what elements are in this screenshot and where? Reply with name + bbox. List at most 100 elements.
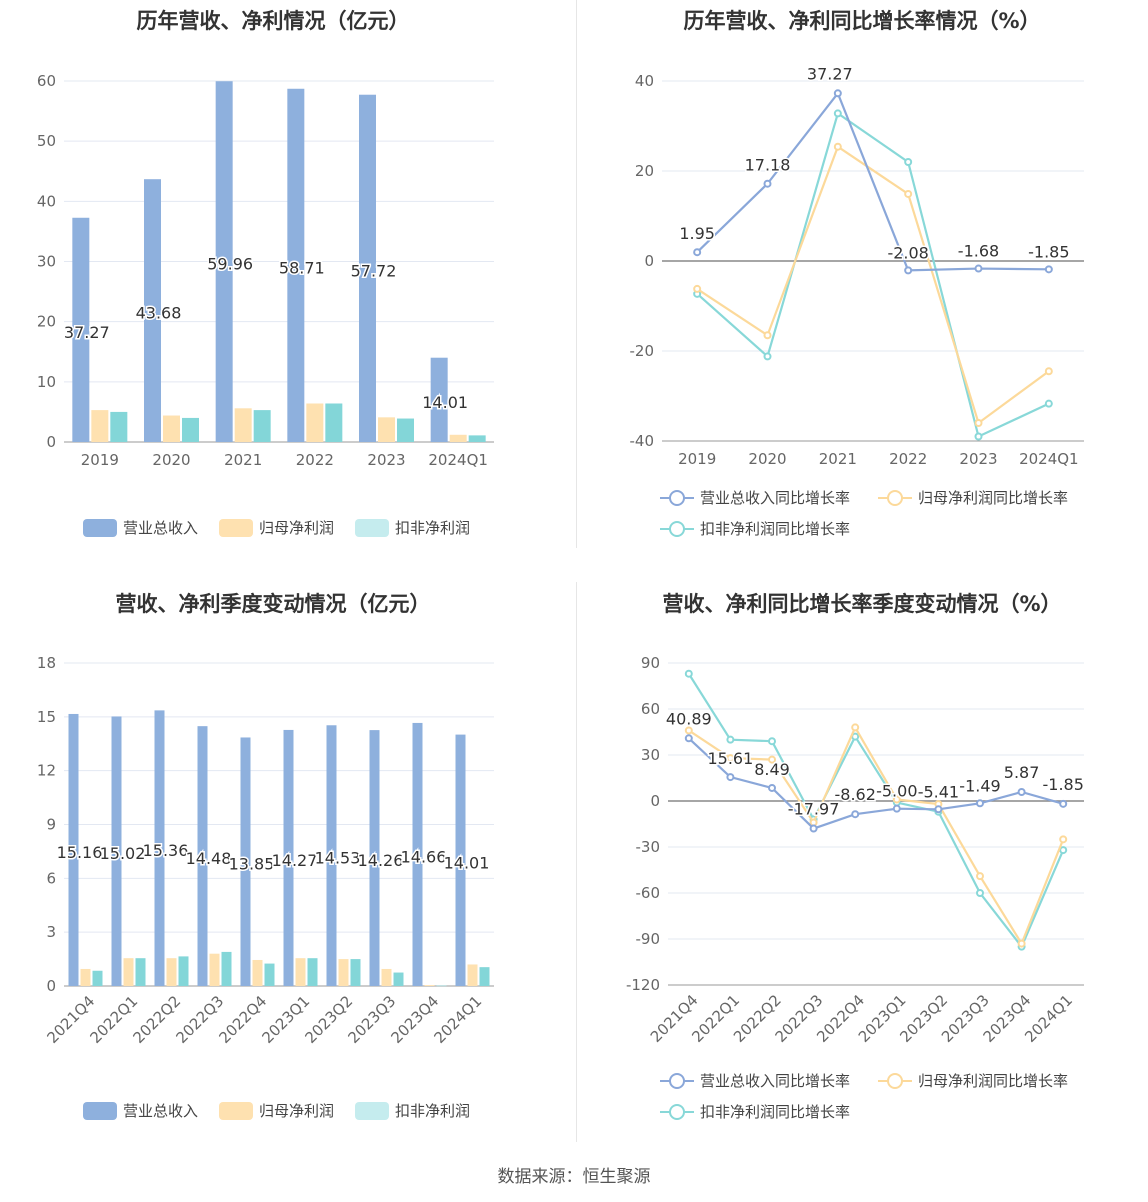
revenue-swatch [83,518,117,537]
x-tick-label: 2024Q1 [428,451,488,469]
parent-growth-point [976,872,984,881]
data-label: 15.61 [707,749,753,768]
legend-revenue[interactable]: 营业总收入 [83,517,198,538]
parent-growth-point [1044,367,1053,376]
revenue-bar [72,217,90,442]
annual-revenue-profit-chart: 0 10 20 30 40 50 60 2019 2020 2021 2022 2023 2024Q1 3… [37,72,494,469]
revenue-growth-line [696,91,1049,272]
x-tick-label: 2021 [224,451,262,469]
revenue-growth-point [892,804,901,813]
parent-growth-line [688,724,1065,947]
parent-growth-point [851,723,860,732]
legend-revenue-growth[interactable]: 营业总收入同比增长率 [660,487,850,508]
chart-title: 历年营收、净利同比增长率情况（%） [683,9,1041,33]
legend-revenue-growth[interactable]: 营业总收入同比增长率 [660,1070,850,1091]
y-tick-label: 60 [641,700,660,718]
legend-deducted-growth[interactable]: 扣非净利润同比增长率 [660,1101,850,1122]
y-tick-label: 6 [46,869,56,887]
y-tick-label: 40 [635,72,654,90]
x-tick-label: 2023 [367,451,405,469]
legend-label: 归母净利润 [259,519,335,537]
revenue-growth-point [934,805,943,814]
data-label: 14.01 [444,853,490,872]
deducted-growth-point [726,735,735,744]
legend-label: 营业总收入同比增长率 [700,1072,851,1090]
parent-growth-point [892,795,901,804]
legend-deducted-profit[interactable]: 扣非净利润 [355,517,470,538]
deducted-profit-bar [264,963,275,986]
y-tick-label: 30 [37,253,56,271]
parent-profit-bar [424,985,435,986]
parent-profit-swatch [219,518,253,537]
parent-profit-bar [449,434,467,442]
legend-label: 营业总收入 [123,519,199,537]
legend-parent-profit[interactable]: 归母净利润 [219,517,334,538]
y-tick-label: 0 [650,792,660,810]
parent-growth-line-icon [878,1072,912,1090]
y-tick-label: -90 [636,930,661,948]
deducted-profit-bar [350,959,361,986]
data-label: 14.53 [315,849,361,868]
deducted-profit-swatch [355,518,389,537]
legend-parent-profit[interactable]: 归母净利润 [219,1100,334,1121]
revenue-bar [412,722,423,986]
legend-label: 扣非净利润同比增长率 [700,1103,851,1121]
legend-deducted-growth[interactable]: 扣非净利润同比增长率 [660,518,850,539]
deducted-growth-line [687,673,1065,949]
x-tick-label: 2020 [152,451,190,469]
revenue-growth-point [974,264,983,273]
parent-growth-point [833,142,842,151]
legend-parent-growth[interactable]: 归母净利润同比增长率 [878,487,1068,508]
revenue-bar [287,88,305,442]
data-label: 37.27 [64,323,110,342]
data-label: 14.27 [272,851,318,870]
data-label: 43.68 [136,304,182,323]
revenue-bar [240,737,251,986]
revenue-bar [68,713,79,986]
revenue-bar [154,710,165,986]
parent-growth-point [1059,835,1068,844]
quarterly-growth-chart: -120-90-60-3003060902021Q42022Q12022Q220… [626,654,1085,1046]
quarterly-revenue-profit-panel: 营收、净利季度变动情况（亿元） 0 3 6 9 12 15 18 2021Q4 2022Q1 20… [0,582,576,1142]
data-label: -5.00 [876,782,917,801]
chart-legend: 营业总收入 归母净利润 扣非净利润 [0,517,576,541]
legend-revenue[interactable]: 营业总收入 [83,1100,198,1121]
parent-growth-point [1017,939,1026,948]
data-label: -1.49 [959,776,1000,795]
quarterly-revenue-profit-chart: 03691215182021Q42022Q12022Q22022Q32022Q4… [37,654,494,1047]
data-label: 14.48 [186,849,232,868]
revenue-growth-line [688,737,1064,830]
deducted-growth-point [976,889,984,897]
revenue-swatch [83,1101,117,1120]
legend-label: 营业总收入 [123,1102,199,1120]
revenue-bar [326,725,337,986]
legend-label: 扣非净利润同比增长率 [700,520,851,538]
legend-parent-growth[interactable]: 归母净利润同比增长率 [878,1070,1068,1091]
deducted-growth-point [974,432,983,441]
data-label: 17.18 [745,156,791,175]
revenue-growth-point [1059,799,1068,808]
y-tick-label: 18 [37,654,56,672]
revenue-growth-point [851,810,860,819]
data-source-footer: 数据来源：恒生聚源 [497,1167,651,1187]
parent-growth-point [904,189,913,198]
revenue-growth-point [809,824,818,833]
legend-deducted-profit[interactable]: 扣非净利润 [355,1100,470,1121]
parent-profit-bar [80,968,91,986]
y-tick-label: 15 [37,708,56,726]
revenue-growth-point [684,734,693,743]
revenue-bar [455,734,466,986]
y-tick-label: 9 [46,816,56,834]
deducted-profit-bar [135,958,146,986]
legend-label: 归母净利润 [259,1102,335,1120]
data-label: -8.62 [834,785,875,804]
parent-growth-point [768,755,776,764]
deducted-profit-bar [253,410,271,442]
legend-label: 归母净利润同比增长率 [918,489,1069,507]
deducted-profit-bar [110,411,128,442]
data-label: 15.02 [100,844,146,863]
revenue-bar [283,729,294,986]
parent-profit-bar [338,959,349,986]
parent-growth-point [684,726,693,735]
parent-growth-point [693,284,702,293]
